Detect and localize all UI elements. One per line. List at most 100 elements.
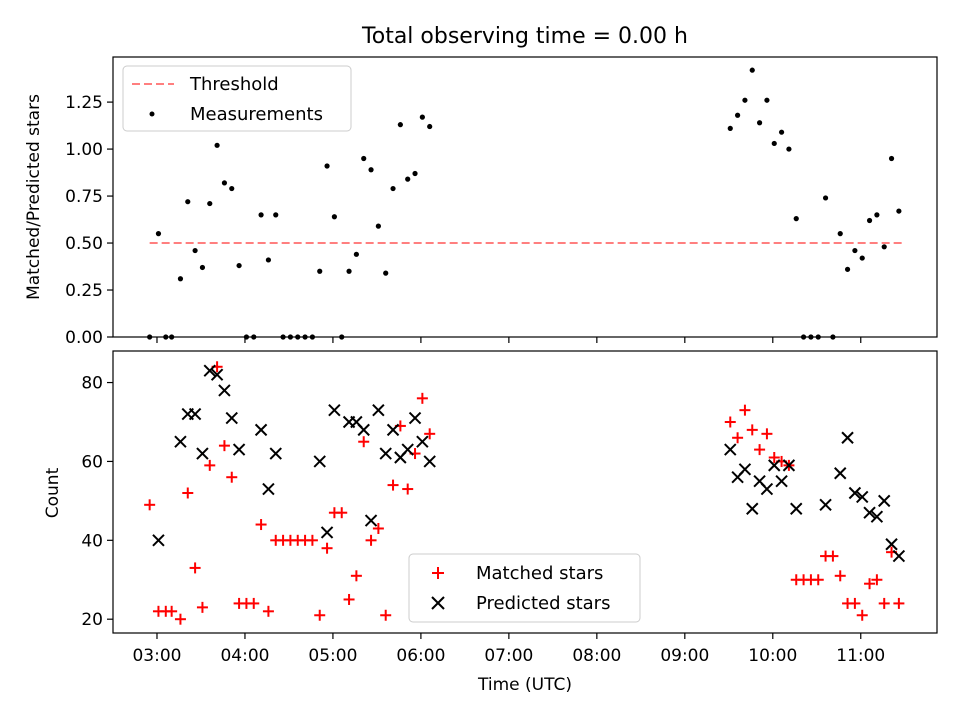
matched-star-marker [739, 404, 751, 416]
measurement-point [397, 122, 403, 128]
measurement-point [185, 199, 191, 205]
matched-star-marker [189, 562, 201, 574]
count-legend-box [408, 553, 641, 623]
predicted-star-marker [863, 506, 876, 519]
measurement-point [793, 216, 799, 222]
predicted-star-marker [746, 502, 759, 515]
legend-measurements-label: Measurements [190, 104, 323, 125]
count-y-tick-label: 40 [81, 531, 103, 551]
count-x-tick-label: 10:00 [748, 646, 797, 666]
ratio-y-tick-label: 0.00 [65, 328, 103, 348]
count-x-tick-label: 09:00 [660, 646, 709, 666]
predicted-stars-points [152, 364, 906, 563]
matched-star-marker [812, 574, 824, 586]
matched-star-marker [174, 613, 186, 625]
ratio-plot-frame [112, 56, 938, 338]
predicted-star-marker [254, 423, 268, 437]
predicted-star-marker [848, 486, 862, 500]
measurement-point [844, 266, 851, 272]
matched-star-marker [372, 522, 384, 534]
measurement-point [207, 200, 213, 207]
measurement-point [896, 208, 902, 214]
predicted-star-marker [416, 435, 429, 448]
predicted-star-marker [364, 514, 378, 527]
measurement-point [383, 270, 389, 276]
matched-star-marker [416, 392, 428, 404]
measurement-point [361, 155, 367, 162]
legend-threshold-label: Threshold [189, 74, 279, 95]
ratio-y-tick-label: 1.25 [65, 93, 103, 113]
matched-star-marker [827, 550, 839, 562]
matched-star-marker [402, 483, 414, 495]
matched-star-marker [262, 605, 274, 617]
measurement-point [778, 129, 785, 135]
predicted-star-marker [856, 490, 869, 504]
predicted-star-marker [379, 447, 392, 460]
matched-star-marker [248, 597, 260, 609]
matched-star-marker [834, 570, 846, 582]
measurement-point [375, 223, 381, 229]
count-y-ticks: 20 40 60 80 [81, 374, 113, 630]
measurement-point [756, 120, 763, 126]
predicted-star-marker [885, 538, 898, 551]
predicted-star-marker [372, 403, 385, 417]
predicted-star-marker [174, 435, 187, 448]
predicted-star-marker [210, 368, 224, 381]
measurement-point [353, 251, 359, 257]
measurement-point [324, 163, 330, 169]
predicted-star-marker [188, 407, 202, 421]
predicted-star-marker [738, 463, 752, 476]
measurement-point [427, 123, 433, 130]
predicted-star-marker [262, 482, 275, 496]
matched-star-marker [144, 499, 156, 511]
measurement-point [229, 185, 235, 192]
ratio-legend: Threshold Measurements [122, 65, 352, 132]
predicted-star-marker [819, 498, 832, 512]
matched-star-marker [255, 519, 267, 531]
count-plot-frame [112, 350, 938, 634]
legend-predicted-label: Predicted stars [476, 593, 610, 614]
count-x-tick-label: 03:00 [132, 646, 181, 666]
predicted-star-marker [313, 455, 326, 468]
matched-star-marker [358, 436, 370, 448]
measurement-point [837, 231, 843, 237]
matched-star-marker [732, 432, 744, 444]
count-x-tick-label: 07:00 [484, 646, 533, 666]
matched-star-marker [166, 605, 178, 617]
measurement-point [734, 112, 741, 118]
matched-star-marker [754, 444, 766, 456]
measurement-point [221, 180, 228, 186]
matched-star-marker [893, 597, 905, 609]
predicted-star-marker [892, 549, 906, 563]
matched-star-marker [849, 597, 861, 609]
matched-star-marker [343, 593, 355, 605]
measurement-point [265, 257, 272, 263]
predicted-star-marker [760, 482, 774, 496]
matched-star-marker [196, 601, 208, 613]
measurement-point [368, 167, 374, 173]
measurement-point [258, 212, 264, 218]
count-y-tick-label: 80 [81, 374, 103, 394]
measurement-point [390, 185, 396, 192]
matched-star-marker [424, 428, 436, 440]
measurement-point [405, 176, 411, 182]
matched-star-marker [182, 487, 194, 499]
matched-star-marker [878, 597, 890, 609]
count-legend: Matched stars Predicted stars [408, 553, 641, 623]
measurement-point [331, 214, 337, 220]
measurement-point [866, 217, 873, 224]
measurement-point [749, 67, 755, 73]
ratio-panel: Matched/Predicted stars 0.00 0.25 0.50 0.75… [24, 56, 938, 348]
predicted-star-marker [401, 443, 414, 456]
matched-star-marker [761, 428, 773, 440]
matched-star-marker [226, 471, 238, 483]
predicted-star-marker [320, 526, 334, 539]
matched-star-marker [380, 609, 392, 621]
measurement-point [771, 140, 777, 147]
matched-star-marker [864, 578, 876, 590]
matched-star-marker [365, 534, 377, 546]
predicted-star-marker [870, 510, 884, 523]
legend-measurements-swatch [149, 111, 155, 117]
predicted-star-marker [768, 459, 781, 472]
